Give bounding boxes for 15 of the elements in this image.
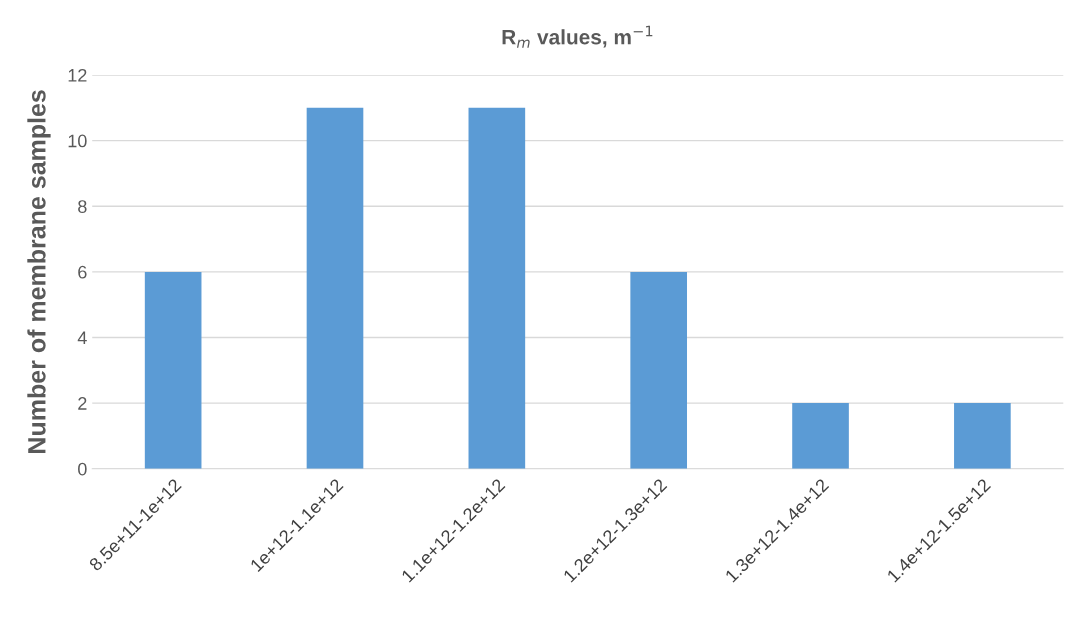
y-tick-label: 4 bbox=[77, 331, 87, 345]
y-axis-title: Number of membrane samples bbox=[27, 90, 51, 453]
bar bbox=[144, 271, 202, 469]
y-tick-label: 6 bbox=[78, 265, 87, 279]
y-tick-label: 10 bbox=[68, 134, 87, 148]
bar bbox=[306, 107, 364, 469]
bar bbox=[792, 403, 849, 469]
y-tick-label: 0 bbox=[78, 462, 87, 476]
y-tick-label: 12 bbox=[68, 68, 87, 82]
y-tick-label: 8 bbox=[78, 200, 87, 213]
chart-title: R$_{m}$ values, m$^{−1}$ bbox=[502, 25, 653, 48]
bar bbox=[468, 107, 526, 469]
bar bbox=[954, 403, 1011, 469]
bar bbox=[630, 271, 688, 469]
y-tick-label: 2 bbox=[78, 397, 87, 410]
